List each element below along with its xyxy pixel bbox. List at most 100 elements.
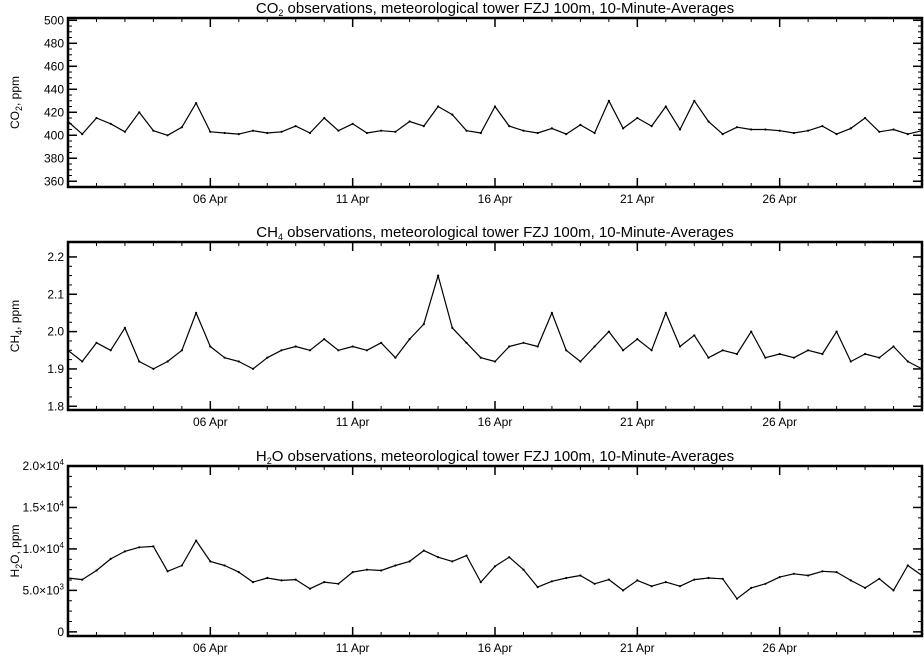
data-point	[536, 586, 539, 589]
data-point	[479, 131, 482, 135]
data-point	[95, 116, 98, 120]
data-point	[650, 349, 653, 352]
plot-frame	[66, 464, 924, 638]
data-point	[81, 578, 84, 581]
data-point	[906, 133, 909, 136]
y-tick-label: 2.1	[47, 287, 64, 301]
data-point	[607, 99, 611, 102]
data-point	[109, 557, 112, 561]
data-point	[294, 578, 297, 581]
data-point	[622, 127, 625, 130]
data-point	[308, 131, 312, 135]
data-point	[522, 568, 525, 571]
y-tick-label: 360	[44, 174, 64, 188]
data-point	[479, 581, 482, 584]
data-point	[123, 326, 126, 329]
data-point	[849, 360, 852, 363]
data-point	[707, 120, 710, 123]
x-tick-label: 11 Apr	[336, 415, 370, 429]
data-point	[493, 565, 497, 568]
data-point	[821, 352, 824, 356]
data-point	[750, 330, 753, 333]
chart-panel-3: H2O observations, meteorological tower F…	[8, 448, 924, 655]
data-point	[237, 133, 240, 136]
x-tick-label: 26 Apr	[762, 192, 797, 206]
data-point	[380, 129, 383, 132]
data-point	[195, 102, 198, 105]
data-point	[622, 349, 625, 352]
data-point	[195, 539, 198, 542]
data-point	[209, 560, 212, 563]
data-point	[422, 125, 425, 128]
data-point	[308, 587, 312, 590]
data-point	[251, 367, 255, 370]
data-point	[792, 572, 796, 575]
data-point	[95, 569, 98, 572]
x-tick-label: 16 Apr	[478, 192, 513, 206]
data-point	[864, 116, 867, 120]
data-point	[550, 127, 554, 130]
data-point	[792, 356, 796, 359]
data-point	[237, 571, 240, 574]
data-point	[678, 128, 682, 131]
data-point	[892, 589, 895, 592]
plot-frame	[66, 240, 924, 412]
data-point	[123, 130, 126, 133]
x-tick-label: 11 Apr	[336, 641, 370, 655]
data-point	[721, 349, 724, 352]
data-point	[636, 116, 639, 120]
data-point	[835, 133, 838, 136]
data-point	[251, 129, 255, 132]
data-point	[437, 556, 440, 559]
data-point	[451, 326, 454, 329]
data-point	[266, 131, 269, 135]
data-point	[166, 570, 169, 573]
data-point	[280, 579, 283, 582]
y-axis-label: H2O, ppm	[8, 524, 24, 577]
x-tick-label: 16 Apr	[478, 415, 513, 429]
data-point	[864, 586, 867, 590]
data-point	[536, 345, 539, 348]
data-point	[906, 360, 909, 363]
data-point	[351, 571, 354, 574]
data-point	[138, 111, 141, 114]
data-point	[849, 579, 852, 582]
data-point	[365, 568, 368, 571]
data-point	[479, 356, 482, 359]
data-point	[166, 360, 169, 363]
data-point	[81, 360, 84, 363]
chart-title: CH4 observations, meteorological tower F…	[256, 224, 733, 242]
data-point	[764, 356, 767, 359]
data-point	[835, 330, 838, 333]
data-point	[422, 549, 425, 552]
data-point	[650, 585, 653, 588]
data-point	[678, 345, 682, 348]
x-tick-label: 06 Apr	[193, 415, 228, 429]
data-point	[152, 129, 155, 132]
data-point	[878, 130, 881, 133]
data-point	[465, 554, 468, 557]
data-point	[693, 99, 696, 102]
chart-panel-2: CH4 observations, meteorological tower F…	[8, 224, 924, 429]
data-point	[408, 338, 411, 341]
data-point	[109, 349, 112, 352]
data-point	[664, 581, 667, 584]
data-point	[593, 345, 596, 348]
data-point	[878, 577, 881, 580]
data-point	[422, 323, 425, 326]
data-point	[522, 341, 525, 344]
data-point	[550, 580, 554, 583]
data-point	[735, 126, 739, 129]
data-point	[664, 311, 667, 314]
data-point	[380, 569, 383, 572]
data-point	[764, 582, 767, 585]
data-point	[707, 576, 710, 580]
data-point	[750, 586, 753, 590]
data-point	[251, 581, 255, 584]
data-point	[807, 349, 810, 352]
data-point	[81, 133, 84, 136]
data-point	[223, 564, 226, 567]
data-point	[579, 574, 582, 577]
data-point	[807, 574, 810, 577]
data-point	[280, 349, 283, 352]
